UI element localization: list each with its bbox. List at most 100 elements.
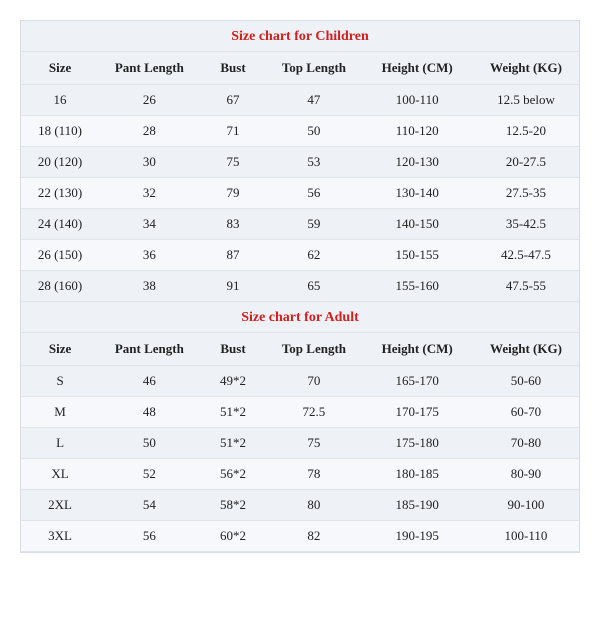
table-cell: L [21, 428, 99, 459]
table-cell: 140-150 [361, 209, 473, 240]
table-cell: 91 [200, 271, 267, 302]
table-cell: 27.5-35 [473, 178, 579, 209]
table-row: 20 (120)307553120-13020-27.5 [21, 147, 579, 178]
column-header: Top Length [267, 52, 362, 85]
table-cell: 150-155 [361, 240, 473, 271]
table-cell: 80-90 [473, 459, 579, 490]
table-cell: 47 [267, 85, 362, 116]
column-header: Bust [200, 52, 267, 85]
table-cell: 82 [267, 521, 362, 552]
table-cell: 90-100 [473, 490, 579, 521]
table-cell: 46 [99, 366, 199, 397]
table-cell: 2XL [21, 490, 99, 521]
column-header: Size [21, 52, 99, 85]
table-row: M4851*272.5170-17560-70 [21, 397, 579, 428]
table-cell: 180-185 [361, 459, 473, 490]
table-cell: 83 [200, 209, 267, 240]
column-header: Height (CM) [361, 52, 473, 85]
table-cell: 16 [21, 85, 99, 116]
table-cell: 175-180 [361, 428, 473, 459]
table-cell: M [21, 397, 99, 428]
table-cell: 80 [267, 490, 362, 521]
table-cell: 51*2 [200, 428, 267, 459]
table-cell: 62 [267, 240, 362, 271]
table-cell: 50 [99, 428, 199, 459]
table-cell: 48 [99, 397, 199, 428]
section-title: Size chart for Children [21, 21, 579, 52]
table-row: 3XL5660*282190-195100-110 [21, 521, 579, 552]
column-header: Weight (KG) [473, 52, 579, 85]
table-cell: 32 [99, 178, 199, 209]
table-cell: 36 [99, 240, 199, 271]
table-cell: 120-130 [361, 147, 473, 178]
table-cell: 71 [200, 116, 267, 147]
table-cell: 3XL [21, 521, 99, 552]
table-cell: 49*2 [200, 366, 267, 397]
table-cell: XL [21, 459, 99, 490]
column-header: Top Length [267, 333, 362, 366]
table-cell: 60*2 [200, 521, 267, 552]
column-header: Size [21, 333, 99, 366]
table-cell: 50 [267, 116, 362, 147]
table-row: 22 (130)327956130-14027.5-35 [21, 178, 579, 209]
table-row: 28 (160)389165155-16047.5-55 [21, 271, 579, 302]
table-cell: 52 [99, 459, 199, 490]
table-cell: 67 [200, 85, 267, 116]
table-cell: 28 [99, 116, 199, 147]
table-cell: 56 [99, 521, 199, 552]
table-cell: 56*2 [200, 459, 267, 490]
table-cell: 30 [99, 147, 199, 178]
column-header: Bust [200, 333, 267, 366]
table-cell: 26 [99, 85, 199, 116]
table-cell: 58*2 [200, 490, 267, 521]
column-header: Pant Length [99, 333, 199, 366]
table-cell: 51*2 [200, 397, 267, 428]
table-cell: 70 [267, 366, 362, 397]
table-row: 18 (110)287150110-12012.5-20 [21, 116, 579, 147]
size-chart-table: Size chart for ChildrenSizePant LengthBu… [21, 21, 579, 552]
table-cell: 12.5-20 [473, 116, 579, 147]
table-cell: 24 (140) [21, 209, 99, 240]
table-cell: 47.5-55 [473, 271, 579, 302]
table-cell: 20 (120) [21, 147, 99, 178]
table-cell: 28 (160) [21, 271, 99, 302]
table-cell: 87 [200, 240, 267, 271]
table-cell: 155-160 [361, 271, 473, 302]
table-cell: 59 [267, 209, 362, 240]
table-cell: 54 [99, 490, 199, 521]
table-cell: 20-27.5 [473, 147, 579, 178]
table-cell: 185-190 [361, 490, 473, 521]
table-cell: 65 [267, 271, 362, 302]
table-cell: 100-110 [473, 521, 579, 552]
table-cell: S [21, 366, 99, 397]
section-title: Size chart for Adult [21, 302, 579, 333]
table-row: 2XL5458*280185-19090-100 [21, 490, 579, 521]
table-row: 26 (150)368762150-15542.5-47.5 [21, 240, 579, 271]
column-header: Weight (KG) [473, 333, 579, 366]
table-cell: 50-60 [473, 366, 579, 397]
table-cell: 165-170 [361, 366, 473, 397]
table-row: 16266747100-11012.5 below [21, 85, 579, 116]
table-cell: 78 [267, 459, 362, 490]
table-cell: 35-42.5 [473, 209, 579, 240]
table-row: 24 (140)348359140-15035-42.5 [21, 209, 579, 240]
table-cell: 12.5 below [473, 85, 579, 116]
table-row: S4649*270165-17050-60 [21, 366, 579, 397]
table-row: L5051*275175-18070-80 [21, 428, 579, 459]
table-cell: 38 [99, 271, 199, 302]
table-cell: 190-195 [361, 521, 473, 552]
table-cell: 18 (110) [21, 116, 99, 147]
table-cell: 34 [99, 209, 199, 240]
table-cell: 42.5-47.5 [473, 240, 579, 271]
table-cell: 60-70 [473, 397, 579, 428]
table-cell: 56 [267, 178, 362, 209]
table-cell: 75 [200, 147, 267, 178]
table-cell: 170-175 [361, 397, 473, 428]
table-row: XL5256*278180-18580-90 [21, 459, 579, 490]
table-cell: 70-80 [473, 428, 579, 459]
table-cell: 79 [200, 178, 267, 209]
table-cell: 130-140 [361, 178, 473, 209]
table-cell: 72.5 [267, 397, 362, 428]
table-cell: 53 [267, 147, 362, 178]
table-cell: 100-110 [361, 85, 473, 116]
